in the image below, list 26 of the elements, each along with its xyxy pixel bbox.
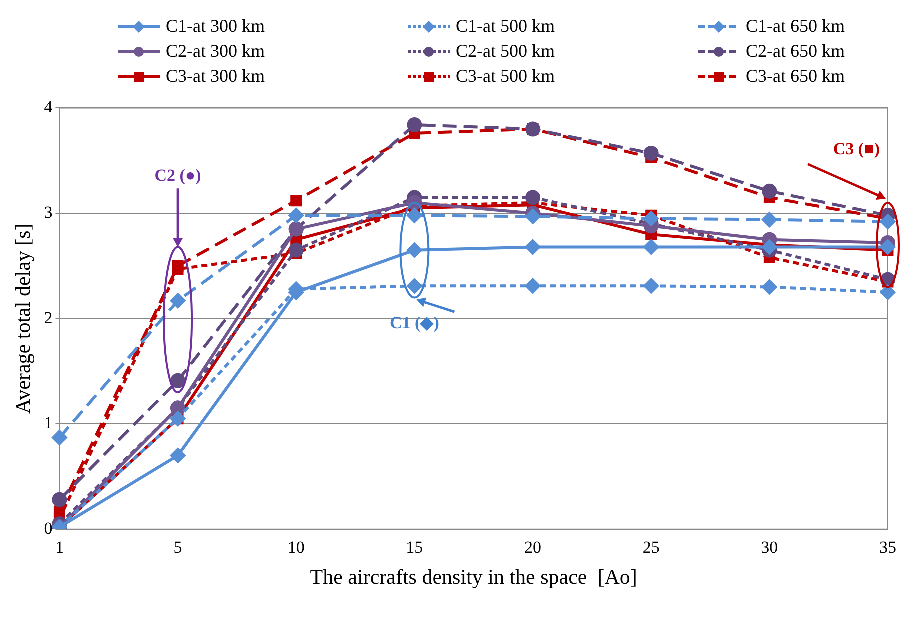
legend-label: C3-at 500 km	[456, 66, 555, 87]
legend-label: C1-at 650 km	[746, 16, 845, 37]
x-tick-label: 20	[524, 538, 542, 558]
x-tick-label: 15	[406, 538, 424, 558]
legend-label: C2-at 500 km	[456, 41, 555, 62]
x-axis-title: The aircrafts density in the space [Ao]	[310, 564, 638, 589]
legend-label: C3-at 300 km	[166, 66, 265, 87]
annotation: C2 (●)	[154, 166, 202, 186]
y-axis-title: Average total delay [s]	[11, 224, 36, 414]
legend-label: C2-at 650 km	[746, 41, 845, 62]
y-tick-label: 2	[44, 308, 53, 328]
y-tick-label: 0	[44, 518, 53, 538]
y-tick-label: 1	[44, 414, 53, 433]
x-tick-label: 10	[288, 538, 305, 558]
legend-label: C3-at 650 km	[746, 66, 845, 87]
y-tick-label: 3	[44, 202, 53, 222]
y-tick-label: 4	[44, 98, 54, 117]
legend-label: C1-at 500 km	[456, 16, 555, 37]
x-tick-label: 35	[880, 538, 896, 558]
x-tick-label: 30	[761, 538, 778, 558]
legend-label: C2-at 300 km	[166, 41, 265, 62]
x-tick-label: 5	[174, 538, 182, 558]
annotation: C3 (■)	[833, 140, 880, 159]
annotation: C1 (◆)	[390, 313, 440, 332]
x-tick-label: 25	[642, 538, 660, 558]
legend-label: C1-at 300 km	[166, 16, 265, 37]
